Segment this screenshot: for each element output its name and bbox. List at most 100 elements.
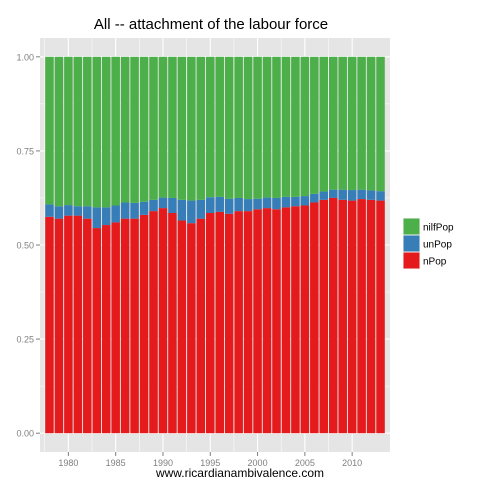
bar-nilfPop [224, 56, 234, 199]
legend-swatch-nPop [403, 252, 420, 269]
bar-nilfPop [376, 56, 385, 192]
bar-nPop [45, 216, 54, 434]
bar-unPop [357, 189, 366, 200]
bar-unPop [64, 205, 73, 216]
bar-unPop [196, 199, 206, 219]
bar-unPop [139, 201, 149, 215]
legend: nilfPop unPop nPop [403, 218, 454, 269]
bar-nilfPop [281, 56, 291, 197]
x-tick-label: 2000 [248, 458, 268, 468]
bar-nilfPop [328, 56, 338, 190]
bar-nPop [376, 200, 385, 434]
bar-unPop [243, 199, 253, 212]
bar-nPop [83, 218, 92, 434]
bar-unPop [187, 200, 196, 224]
bar-unPop [300, 196, 310, 206]
bar-unPop [45, 204, 54, 217]
bar-unPop [224, 198, 234, 214]
bar-unPop [149, 199, 158, 212]
x-tick-label: 1985 [106, 458, 126, 468]
bar-nilfPop [158, 56, 168, 198]
bar-nPop [101, 225, 111, 434]
bar-unPop [253, 198, 262, 210]
bar-nPop [357, 199, 366, 434]
bar-nPop [234, 211, 243, 434]
bar-nilfPop [168, 56, 177, 198]
bar-unPop [281, 196, 291, 208]
bar-nilfPop [139, 56, 149, 202]
bar-nPop [300, 205, 310, 434]
bar-nilfPop [253, 56, 262, 199]
bar-nPop [54, 218, 64, 434]
bar-nPop [291, 206, 300, 434]
bar-nilfPop [366, 56, 376, 191]
bar-unPop [101, 207, 111, 226]
bar-nPop [92, 228, 102, 434]
bar-unPop [347, 190, 357, 201]
bar-nilfPop [54, 56, 64, 207]
bar-unPop [130, 202, 139, 219]
bar-nilfPop [215, 56, 224, 197]
bar-nPop [64, 215, 73, 434]
bar-unPop [319, 191, 329, 200]
chart-title: All -- attachment of the labour force [94, 16, 328, 33]
bar-unPop [111, 205, 120, 223]
bar-nilfPop [149, 56, 158, 200]
bar-nPop [139, 214, 149, 434]
y-tick-label: 0.75 [16, 146, 34, 156]
bar-unPop [366, 190, 376, 200]
bar-nilfPop [111, 56, 120, 206]
bar-nilfPop [92, 56, 102, 208]
bar-nPop [328, 197, 338, 434]
bar-nPop [149, 211, 158, 434]
bar-unPop [120, 202, 130, 219]
bar-nPop [224, 213, 234, 434]
bar-nilfPop [120, 56, 130, 203]
y-tick-label: 0.25 [16, 335, 34, 345]
bar-nPop [130, 218, 139, 434]
bar-nPop [177, 220, 187, 434]
legend-swatch-nilfPop [403, 218, 420, 235]
bar-nilfPop [206, 56, 215, 198]
bar-nilfPop [130, 56, 139, 203]
bar-nPop [243, 211, 253, 434]
bar-unPop [376, 191, 385, 201]
x-tick-label: 1995 [200, 458, 220, 468]
bar-unPop [168, 197, 177, 214]
x-axis-title: www.ricardianambivalence.com [155, 466, 324, 480]
bar-nilfPop [243, 56, 253, 200]
legend-label-nilfPop: nilfPop [423, 223, 454, 234]
bar-unPop [338, 189, 347, 200]
legend-label-unPop: unPop [423, 240, 452, 251]
bar-unPop [234, 197, 243, 212]
bar-nPop [281, 207, 291, 434]
bar-unPop [54, 206, 64, 219]
bar-nilfPop [272, 56, 281, 198]
bar-nilfPop [177, 56, 187, 200]
bar-nilfPop [45, 56, 54, 205]
bar-unPop [158, 197, 168, 209]
x-tick-label: 2010 [342, 458, 362, 468]
bar-unPop [92, 207, 102, 229]
bar-nilfPop [83, 56, 92, 207]
bar-nPop [319, 199, 329, 434]
bar-nPop [206, 213, 215, 434]
bar-nilfPop [187, 56, 196, 201]
bar-nilfPop [310, 56, 319, 194]
bar-nPop [253, 209, 262, 434]
bar-unPop [83, 206, 92, 219]
bar-unPop [272, 197, 281, 210]
bar-nPop [338, 199, 347, 434]
bar-nPop [215, 211, 224, 434]
bar-nPop [347, 200, 357, 434]
bar-nPop [366, 199, 376, 434]
bar-unPop [206, 197, 215, 214]
bar-nilfPop [64, 56, 73, 206]
y-tick-label: 0.00 [16, 429, 34, 439]
bar-nPop [272, 209, 281, 434]
bar-unPop [262, 197, 272, 209]
bar-unPop [215, 196, 224, 212]
bar-nPop [187, 223, 196, 434]
bar-nPop [120, 218, 130, 434]
